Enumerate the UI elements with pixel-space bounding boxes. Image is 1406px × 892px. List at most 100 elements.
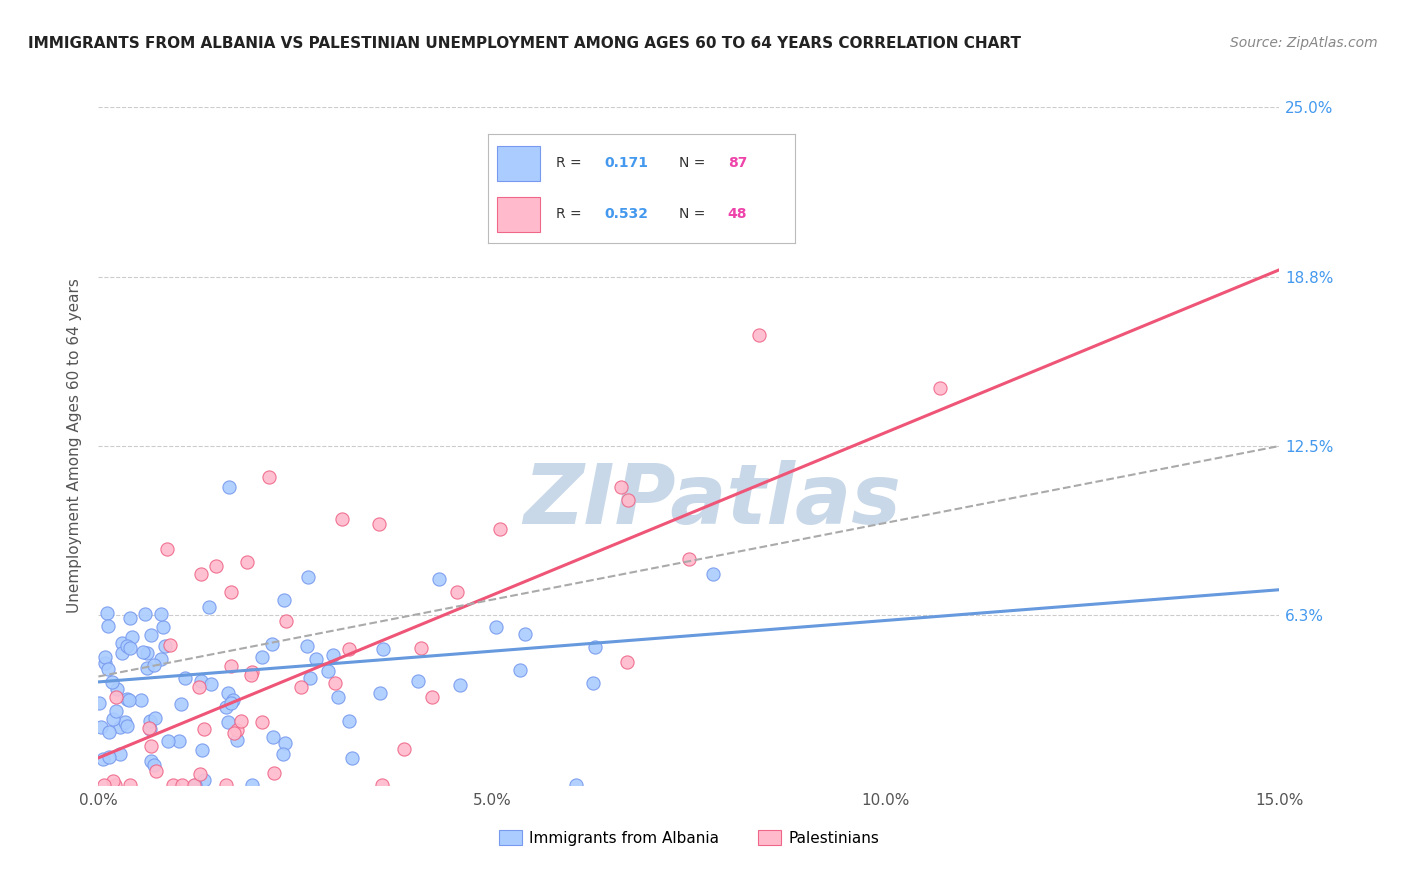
Legend: Immigrants from Albania, Palestinians: Immigrants from Albania, Palestinians: [492, 824, 886, 852]
Point: [231, 714, 253, 729]
Point: [152, 620, 174, 634]
Point: [236, 556, 259, 570]
Point: [226, 723, 249, 737]
Point: [240, 778, 263, 792]
Text: IMMIGRANTS FROM ALBANIA VS PALESTINIAN UNEMPLOYMENT AMONG AGES 60 TO 64 YEARS CO: IMMIGRANTS FROM ALBANIA VS PALESTINIAN U…: [28, 36, 1021, 51]
Point: [214, 699, 236, 714]
Point: [297, 569, 319, 583]
Point: [262, 637, 284, 651]
Point: [316, 665, 339, 679]
Point: [139, 714, 162, 728]
Point: [305, 651, 328, 665]
Point: [157, 734, 180, 748]
Point: [132, 645, 155, 659]
Point: [748, 327, 770, 342]
Point: [250, 714, 273, 729]
Point: [94, 656, 117, 670]
Point: [191, 743, 214, 757]
Point: [298, 671, 321, 685]
Point: [184, 778, 207, 792]
Point: [257, 470, 280, 484]
Point: [263, 765, 285, 780]
Point: [322, 648, 344, 662]
Point: [183, 778, 205, 792]
Point: [103, 774, 125, 789]
Point: [222, 725, 245, 739]
Point: [117, 719, 139, 733]
Point: [97, 619, 120, 633]
Point: [93, 752, 115, 766]
Point: [139, 723, 162, 737]
Point: [190, 766, 212, 780]
Point: [371, 778, 394, 792]
Point: [98, 724, 121, 739]
Point: [111, 635, 134, 649]
Point: [94, 650, 117, 665]
Point: [90, 720, 112, 734]
Point: [513, 627, 536, 641]
Point: [134, 607, 156, 622]
Point: [411, 641, 433, 656]
Point: [214, 778, 236, 792]
Y-axis label: Unemployment Among Ages 60 to 64 years: Unemployment Among Ages 60 to 64 years: [67, 278, 83, 614]
Point: [367, 516, 389, 531]
Point: [136, 646, 159, 660]
Point: [100, 674, 122, 689]
Point: [145, 764, 167, 779]
Point: [394, 741, 416, 756]
Point: [104, 690, 127, 704]
Point: [143, 758, 166, 772]
Point: [219, 585, 242, 599]
Point: [114, 715, 136, 730]
Point: [141, 628, 163, 642]
Point: [98, 750, 121, 764]
Point: [169, 697, 191, 711]
Point: [485, 620, 508, 634]
Point: [96, 607, 118, 621]
Point: [156, 542, 179, 557]
Point: [93, 778, 115, 792]
Point: [274, 736, 297, 750]
Point: [104, 704, 127, 718]
Point: [115, 692, 138, 706]
Point: [162, 778, 184, 792]
Point: [274, 615, 297, 629]
Point: [118, 778, 141, 792]
Point: [678, 552, 700, 566]
Point: [617, 493, 640, 508]
Point: [173, 671, 195, 685]
Point: [159, 638, 181, 652]
Point: [406, 673, 429, 688]
Point: [509, 663, 531, 677]
Point: [217, 715, 239, 730]
Point: [138, 721, 160, 735]
Point: [273, 747, 295, 762]
Point: [262, 731, 284, 745]
Point: [446, 584, 468, 599]
Point: [104, 778, 127, 792]
Point: [340, 750, 363, 764]
Point: [145, 711, 167, 725]
Point: [153, 639, 176, 653]
Point: [616, 655, 638, 669]
Point: [89, 696, 111, 710]
Point: [187, 680, 209, 694]
Point: [928, 381, 950, 395]
Point: [565, 778, 588, 792]
Point: [170, 778, 193, 792]
Point: [488, 522, 510, 536]
Point: [290, 680, 312, 694]
Point: [141, 739, 163, 753]
Point: [105, 681, 128, 696]
Point: [143, 658, 166, 673]
Point: [108, 719, 131, 733]
Point: [193, 773, 215, 788]
Point: [337, 642, 360, 657]
Point: [111, 646, 134, 660]
Point: [118, 693, 141, 707]
Point: [221, 693, 243, 707]
Point: [141, 754, 163, 768]
Point: [250, 649, 273, 664]
Point: [167, 734, 190, 748]
Point: [225, 732, 247, 747]
